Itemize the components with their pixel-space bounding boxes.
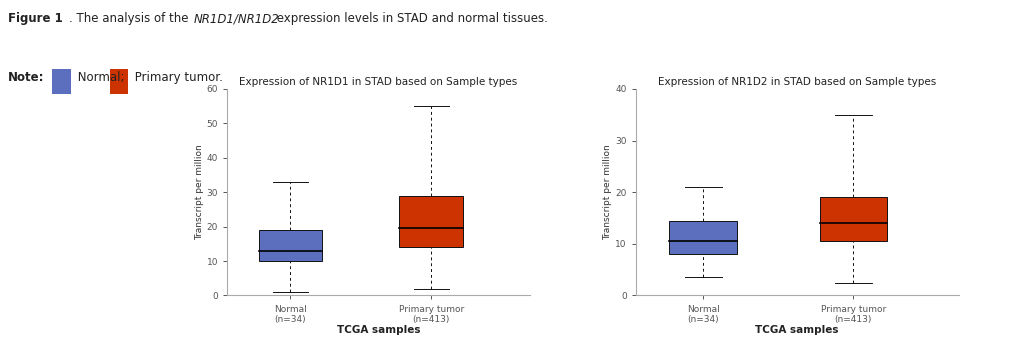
X-axis label: TCGA samples: TCGA samples [337, 325, 420, 335]
Text: Normal;: Normal; [74, 71, 124, 84]
Y-axis label: Transcript per million: Transcript per million [603, 145, 612, 240]
Bar [400, 196, 463, 247]
Text: Note:: Note: [8, 71, 44, 84]
Bar [669, 221, 737, 254]
Text: Primary tumor.: Primary tumor. [131, 71, 223, 84]
Bar [258, 230, 322, 261]
Bar [819, 197, 887, 241]
Title: Expression of NR1D2 in STAD based on Sample types: Expression of NR1D2 in STAD based on Sam… [658, 77, 936, 87]
Title: Expression of NR1D1 in STAD based on Sample types: Expression of NR1D1 in STAD based on Sam… [239, 77, 518, 87]
Text: NR1D1/NR1D2: NR1D1/NR1D2 [194, 12, 279, 26]
Y-axis label: Transcript per million: Transcript per million [195, 145, 204, 240]
Text: expression levels in STAD and normal tissues.: expression levels in STAD and normal tis… [273, 12, 548, 26]
X-axis label: TCGA samples: TCGA samples [756, 325, 838, 335]
Text: . The analysis of the: . The analysis of the [69, 12, 192, 26]
Text: Figure 1: Figure 1 [8, 12, 63, 26]
